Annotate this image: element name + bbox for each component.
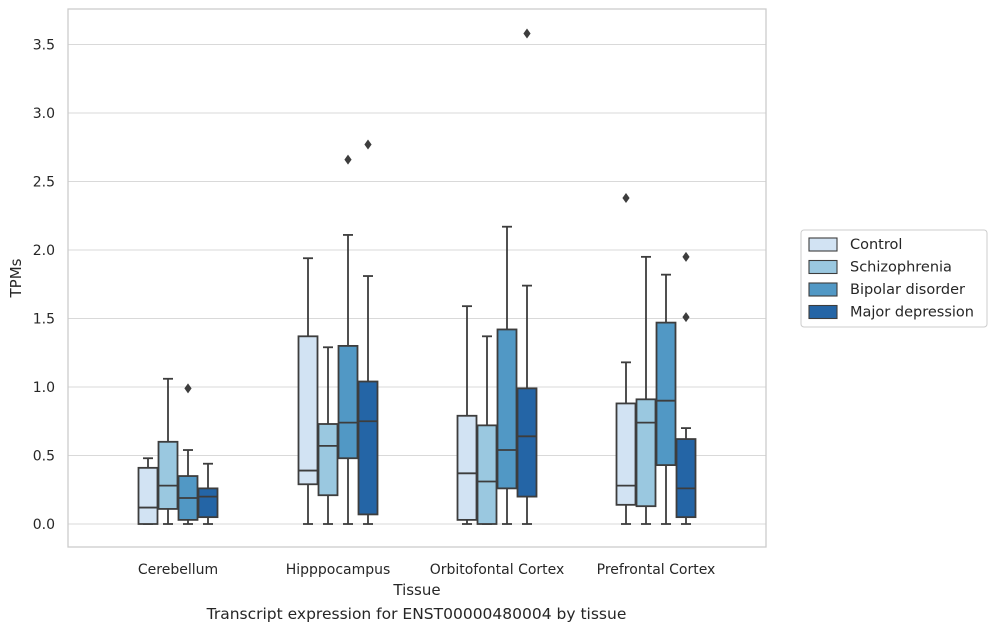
y-tick-label: 1.0 bbox=[33, 380, 55, 396]
box-schizophrenia bbox=[476, 335, 498, 525]
legend-label: Schizophrenia bbox=[850, 260, 952, 276]
box-schizophrenia bbox=[317, 346, 339, 525]
x-tick-label: Hipppocampus bbox=[286, 562, 391, 578]
box-iqr bbox=[337, 344, 359, 460]
box-iqr bbox=[297, 335, 319, 486]
box-major-depression bbox=[675, 251, 697, 525]
y-axis-title: TPMs bbox=[7, 258, 25, 298]
outlier-point bbox=[344, 154, 352, 165]
y-tick-label: 3.0 bbox=[33, 106, 55, 122]
outlier-point bbox=[622, 192, 630, 203]
outlier-point bbox=[682, 251, 690, 262]
legend-swatch bbox=[808, 237, 838, 252]
legend-swatch bbox=[808, 304, 838, 320]
legend-swatch bbox=[808, 259, 838, 275]
box-iqr bbox=[635, 398, 657, 508]
box-iqr bbox=[516, 387, 538, 498]
legend-label: Control bbox=[850, 237, 902, 253]
box-iqr bbox=[456, 414, 478, 521]
y-tick-label: 0.0 bbox=[33, 517, 55, 533]
x-axis-ticks: Cerebellum Hipppocampus Orbitofontal Corte… bbox=[138, 562, 715, 578]
box-iqr bbox=[317, 423, 339, 497]
outlier-point bbox=[682, 312, 690, 323]
box-iqr bbox=[496, 328, 518, 490]
outlier-point bbox=[184, 383, 192, 394]
legend: Control Schizophrenia Bipolar disorder Majo… bbox=[800, 229, 988, 328]
box-control bbox=[297, 257, 319, 525]
box-major-depression bbox=[516, 28, 538, 525]
box-bipolar-disorder bbox=[177, 383, 199, 525]
box-major-depression bbox=[197, 462, 219, 525]
box-iqr bbox=[137, 466, 159, 525]
box-iqr bbox=[197, 487, 219, 519]
figure-caption: Transcript expression for ENST0000048000… bbox=[206, 605, 627, 623]
legend-label: Major depression bbox=[850, 305, 974, 321]
legend-swatch bbox=[808, 282, 838, 297]
legend-frame bbox=[800, 229, 988, 328]
box-control bbox=[456, 305, 478, 525]
box-iqr bbox=[476, 424, 498, 525]
y-tick-label: 0.5 bbox=[33, 449, 55, 465]
box-major-depression bbox=[357, 139, 379, 525]
box-bipolar-disorder bbox=[496, 225, 518, 525]
y-tick-label: 1.5 bbox=[33, 312, 55, 328]
grid-lines bbox=[68, 43, 766, 525]
box-control bbox=[137, 457, 159, 525]
box-bipolar-disorder bbox=[337, 154, 359, 525]
box-iqr bbox=[675, 438, 697, 519]
x-tick-label: Cerebellum bbox=[138, 562, 218, 578]
box-iqr bbox=[655, 321, 677, 466]
box-bipolar-disorder bbox=[655, 273, 677, 525]
y-axis-ticks: 0.0 0.5 1.0 1.5 2.0 2.5 3.0 3.5 bbox=[33, 38, 55, 534]
y-tick-label: 2.0 bbox=[33, 243, 55, 259]
box-schizophrenia bbox=[157, 377, 179, 525]
x-axis-title: Tissue bbox=[392, 581, 440, 599]
legend-label: Bipolar disorder bbox=[850, 282, 965, 298]
outlier-point bbox=[523, 28, 531, 39]
y-tick-label: 2.5 bbox=[33, 175, 55, 191]
outlier-point bbox=[364, 139, 372, 150]
box-iqr bbox=[615, 402, 637, 506]
box-schizophrenia bbox=[635, 255, 657, 525]
plot-frame bbox=[67, 8, 767, 548]
box-iqr bbox=[157, 440, 179, 510]
x-tick-label: Prefrontal Cortex bbox=[597, 562, 716, 578]
box-iqr bbox=[357, 380, 379, 516]
y-tick-label: 3.5 bbox=[33, 38, 55, 54]
box-plots bbox=[137, 28, 697, 525]
box-control bbox=[615, 192, 637, 525]
x-tick-label: Orbitofontal Cortex bbox=[430, 562, 565, 578]
